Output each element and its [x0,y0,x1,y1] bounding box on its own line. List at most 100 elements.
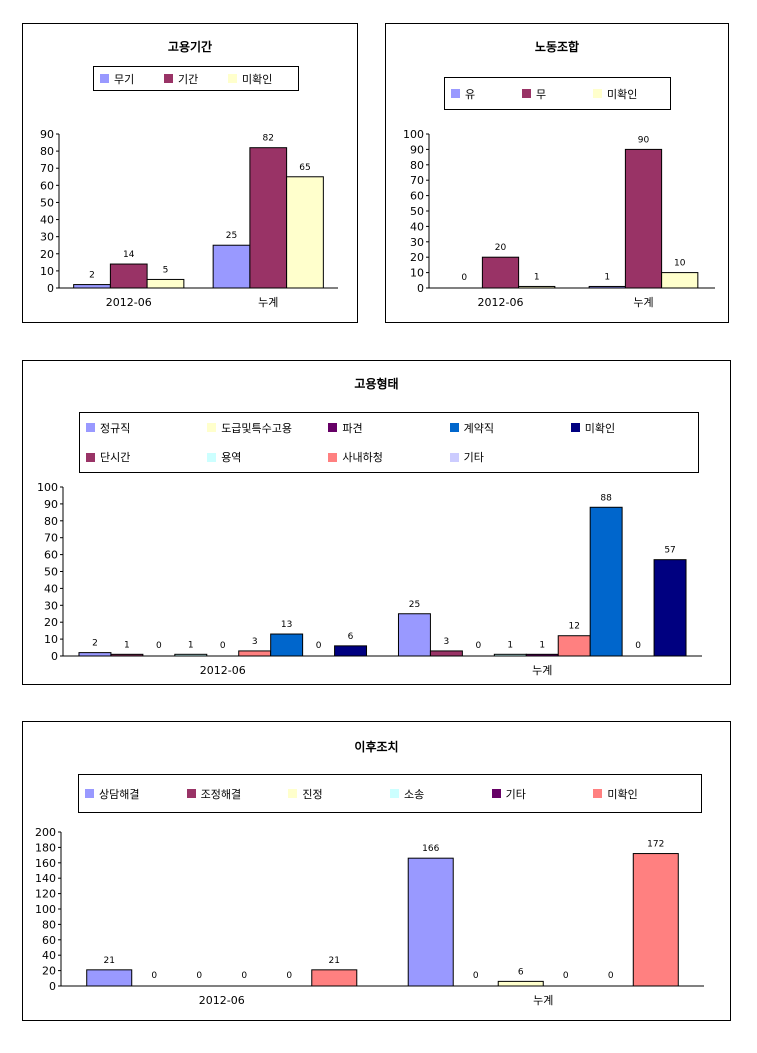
legend-label: 미확인 [607,87,638,101]
legend-swatch [491,789,501,798]
legend-swatch [186,789,196,798]
bar [429,650,463,657]
data-label: 0 [608,971,614,981]
bar [557,635,591,657]
data-label: 2 [89,271,95,281]
bar [212,244,251,289]
data-label: 88 [600,493,612,503]
data-label: 0 [286,971,292,981]
y-tick-label: 100 [37,481,58,494]
data-label: 82 [263,134,274,144]
y-tick-label: 0 [51,650,58,663]
y-tick-label: 60 [42,934,56,947]
y-tick-label: 0 [47,282,54,295]
data-label: 0 [563,971,569,981]
legend-swatch [328,423,338,433]
bar [146,278,185,289]
legend-label: 미확인 [242,72,273,86]
bar [661,272,699,289]
bar [589,506,623,657]
y-tick-label: 80 [40,145,54,158]
legend-swatch [593,89,602,98]
legend-item: 용역 [207,449,328,465]
y-tick-label: 20 [42,965,56,978]
bar [86,969,133,987]
data-label: 1 [604,272,610,282]
data-label: 6 [518,967,524,977]
legend-item: 미확인 [228,71,292,87]
legend-item: 미확인 [570,420,692,436]
legend-label: 파견 [342,421,363,435]
y-tick-label: 90 [410,143,424,156]
y-tick-label: 40 [410,220,424,233]
data-label: 3 [444,637,450,647]
y-tick-label: 80 [44,515,58,528]
legend-swatch [522,89,531,98]
legend-swatch [228,74,237,83]
chart-title: 고용기간 [167,40,213,54]
data-label: 3 [252,637,258,647]
legend-swatch [328,452,338,462]
data-label: 0 [316,641,322,651]
y-tick-label: 20 [410,251,424,264]
legend-swatch [86,452,95,462]
data-label: 0 [635,641,641,651]
data-label: 1 [188,640,194,650]
x-tick-label: 누계 [532,664,552,677]
data-label: 90 [638,135,650,145]
x-tick-label: 2012-06 [200,664,246,677]
chart-2: 노동조합 유 무 미확인 0 10 20 30 40 50 60 70 80 90 100 2012-06 0 2… [385,23,729,323]
legend-item: 기타 [491,786,594,802]
bar [497,980,544,987]
y-tick-label: 80 [42,918,56,931]
bar [493,653,527,657]
data-label: 12 [568,622,579,632]
bar [73,284,111,289]
legend-swatch [288,789,298,798]
legend-item: 사내하청 [328,449,449,465]
legend-label: 유 [465,87,476,101]
chart-1: 고용기간 무기 기간 미확인 0 10 20 30 40 50 60 70 80 90 2012-06 2 14… [22,23,358,323]
y-tick-label: 160 [35,857,56,870]
legend-item: 상담해결 [85,786,187,802]
bar [334,645,368,657]
legend-item: 계약직 [449,420,571,436]
y-tick-label: 0 [49,980,56,993]
y-tick-label: 180 [35,841,56,854]
y-tick-label: 30 [40,231,54,244]
bar [270,633,304,657]
legend-label: 계약직 [463,421,494,435]
legend-item: 정규직 [86,420,207,436]
chart-title: 이후조치 [354,740,399,754]
plot-area: 0 10 20 30 40 50 60 70 80 90 100 2012-06 0 20 1 누계 1 90 10 [403,128,715,309]
y-tick-label: 10 [410,267,424,280]
data-label: 25 [409,600,420,610]
y-tick-label: 80 [410,159,424,172]
legend-item: 도급및특수고용 [207,420,328,436]
legend-label: 무기 [114,72,135,86]
y-tick-label: 40 [40,214,54,227]
y-tick-label: 40 [42,949,56,962]
bar [653,559,687,657]
bar [481,256,520,289]
x-tick-label: 2012-06 [106,296,152,309]
bar [397,613,431,657]
legend-label: 무 [536,87,547,101]
legend-swatch [593,789,603,798]
y-tick-label: 30 [410,236,424,249]
y-tick-label: 20 [40,248,54,261]
y-tick-label: 100 [403,128,424,141]
chart-title: 고용형태 [354,377,399,391]
bar [525,653,559,657]
x-tick-label: 2012-06 [478,296,524,309]
chart-4: 이후조치 상담해결 조정해결 진정 소송 기타 미확인 0 20 40 60 80 100 120 140 1… [22,721,731,1021]
y-tick-label: 10 [44,633,58,646]
legend-item: 미확인 [593,86,664,102]
bar [286,176,324,289]
data-label: 10 [674,259,686,269]
legend-label: 미확인 [584,421,616,435]
legend-item: 기타 [449,449,571,465]
legend: 무기 기간 미확인 [93,66,299,91]
bar [110,653,144,657]
